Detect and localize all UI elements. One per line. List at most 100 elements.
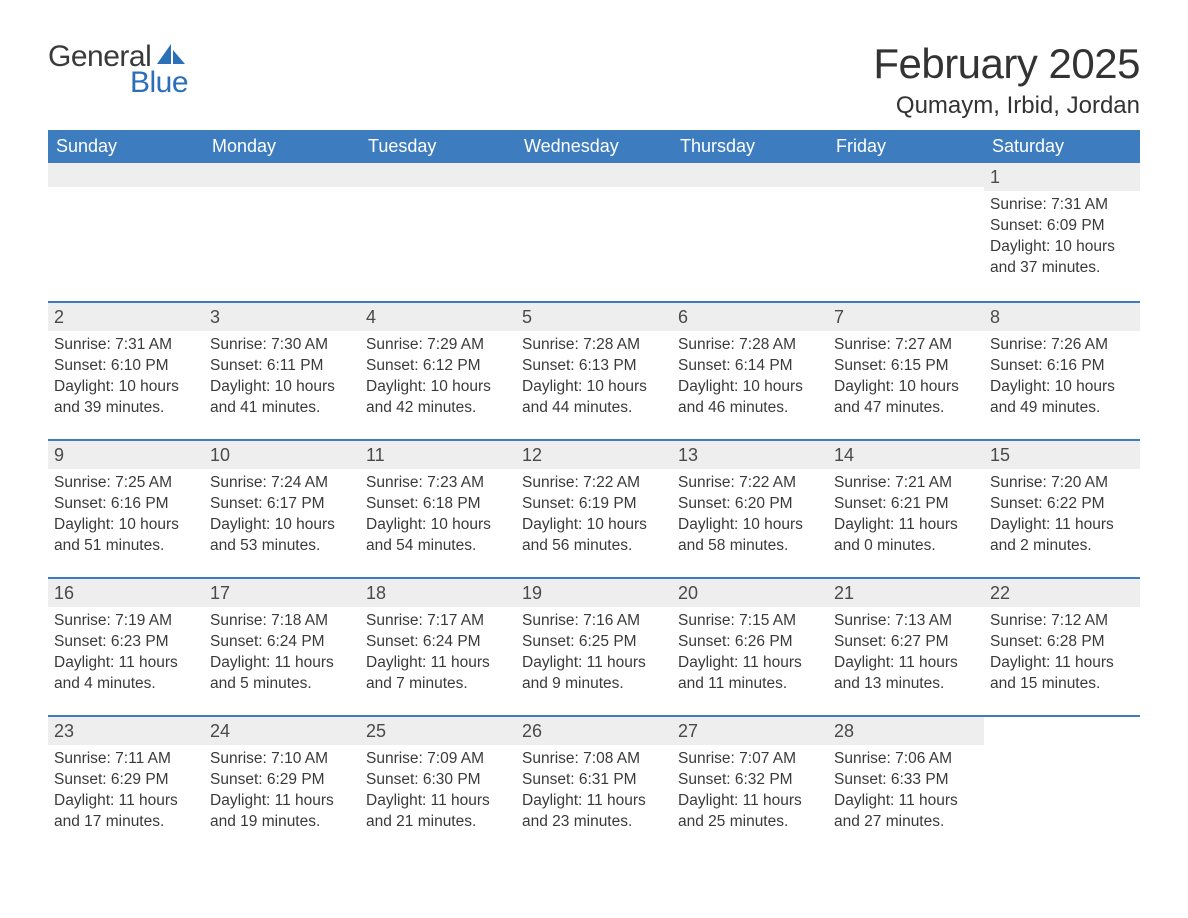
sunset-text: Sunset: 6:33 PM bbox=[834, 770, 978, 791]
sunrise-text: Sunrise: 7:27 AM bbox=[834, 335, 978, 356]
brand-name-part2: Blue bbox=[130, 66, 188, 100]
location-text: Qumaym, Irbid, Jordan bbox=[873, 92, 1140, 120]
daylight2-text: and 41 minutes. bbox=[210, 398, 354, 419]
calendar-day: 27Sunrise: 7:07 AMSunset: 6:32 PMDayligh… bbox=[672, 717, 828, 853]
calendar-day-empty bbox=[516, 163, 672, 301]
day-number: 4 bbox=[360, 303, 516, 331]
daylight2-text: and 56 minutes. bbox=[522, 536, 666, 557]
sunset-text: Sunset: 6:09 PM bbox=[990, 216, 1134, 237]
sunrise-text: Sunrise: 7:08 AM bbox=[522, 749, 666, 770]
day-number: 18 bbox=[360, 579, 516, 607]
daylight2-text: and 2 minutes. bbox=[990, 536, 1134, 557]
daylight1-text: Daylight: 10 hours bbox=[210, 377, 354, 398]
calendar-day: 19Sunrise: 7:16 AMSunset: 6:25 PMDayligh… bbox=[516, 579, 672, 715]
day-number: 8 bbox=[984, 303, 1140, 331]
sunrise-text: Sunrise: 7:06 AM bbox=[834, 749, 978, 770]
sunset-text: Sunset: 6:16 PM bbox=[990, 356, 1134, 377]
daylight1-text: Daylight: 11 hours bbox=[54, 653, 198, 674]
day-number bbox=[48, 163, 204, 187]
calendar-day: 21Sunrise: 7:13 AMSunset: 6:27 PMDayligh… bbox=[828, 579, 984, 715]
daylight1-text: Daylight: 11 hours bbox=[834, 653, 978, 674]
sunset-text: Sunset: 6:14 PM bbox=[678, 356, 822, 377]
daylight2-text: and 17 minutes. bbox=[54, 812, 198, 833]
calendar-day: 13 Sunrise: 7:22 AMSunset: 6:20 PMDayligh… bbox=[672, 441, 828, 577]
calendar-day-empty bbox=[828, 163, 984, 301]
sunset-text: Sunset: 6:26 PM bbox=[678, 632, 822, 653]
dow-cell: Tuesday bbox=[360, 130, 516, 163]
sunset-text: Sunset: 6:10 PM bbox=[54, 356, 198, 377]
sunrise-text: Sunrise: 7:22 AM bbox=[522, 473, 666, 494]
sunset-text: Sunset: 6:13 PM bbox=[522, 356, 666, 377]
calendar-grid: SundayMondayTuesdayWednesdayThursdayFrid… bbox=[48, 130, 1140, 853]
calendar-day: 25Sunrise: 7:09 AMSunset: 6:30 PMDayligh… bbox=[360, 717, 516, 853]
dow-cell: Saturday bbox=[984, 130, 1140, 163]
day-number: 7 bbox=[828, 303, 984, 331]
calendar-day-empty bbox=[204, 163, 360, 301]
daylight1-text: Daylight: 10 hours bbox=[678, 515, 822, 536]
daylight1-text: Daylight: 10 hours bbox=[54, 515, 198, 536]
daylight1-text: Daylight: 10 hours bbox=[990, 237, 1134, 258]
calendar-day: 4Sunrise: 7:29 AMSunset: 6:12 PMDaylight… bbox=[360, 303, 516, 439]
day-number: 11 bbox=[360, 441, 516, 469]
daylight1-text: Daylight: 11 hours bbox=[54, 791, 198, 812]
daylight2-text: and 7 minutes. bbox=[366, 674, 510, 695]
daylight1-text: Daylight: 10 hours bbox=[678, 377, 822, 398]
day-number: 14 bbox=[828, 441, 984, 469]
sunrise-text: Sunrise: 7:21 AM bbox=[834, 473, 978, 494]
sunrise-text: Sunrise: 7:15 AM bbox=[678, 611, 822, 632]
day-number: 25 bbox=[360, 717, 516, 745]
daylight1-text: Daylight: 10 hours bbox=[834, 377, 978, 398]
daylight2-text: and 42 minutes. bbox=[366, 398, 510, 419]
daylight1-text: Daylight: 10 hours bbox=[522, 377, 666, 398]
day-number: 1 bbox=[984, 163, 1140, 191]
sunrise-text: Sunrise: 7:22 AM bbox=[678, 473, 822, 494]
daylight1-text: Daylight: 11 hours bbox=[210, 791, 354, 812]
day-number: 27 bbox=[672, 717, 828, 745]
sunrise-text: Sunrise: 7:31 AM bbox=[990, 195, 1134, 216]
calendar-week: 1 Sunrise: 7:31 AMSunset: 6:09 PMDaylight… bbox=[48, 163, 1140, 301]
day-number: 10 bbox=[204, 441, 360, 469]
day-number: 16 bbox=[48, 579, 204, 607]
daylight2-text: and 15 minutes. bbox=[990, 674, 1134, 695]
brand-logo: General Blue bbox=[48, 40, 188, 100]
calendar-day: 14Sunrise: 7:21 AMSunset: 6:21 PMDayligh… bbox=[828, 441, 984, 577]
day-number: 28 bbox=[828, 717, 984, 745]
daylight2-text: and 19 minutes. bbox=[210, 812, 354, 833]
calendar-week: 2Sunrise: 7:31 AMSunset: 6:10 PMDaylight… bbox=[48, 301, 1140, 439]
daylight2-text: and 21 minutes. bbox=[366, 812, 510, 833]
sunset-text: Sunset: 6:20 PM bbox=[678, 494, 822, 515]
daylight2-text: and 37 minutes. bbox=[990, 258, 1134, 279]
calendar-week: 9Sunrise: 7:25 AMSunset: 6:16 PMDaylight… bbox=[48, 439, 1140, 577]
day-number: 20 bbox=[672, 579, 828, 607]
day-number bbox=[360, 163, 516, 187]
calendar-day: 6Sunrise: 7:28 AMSunset: 6:14 PMDaylight… bbox=[672, 303, 828, 439]
sunset-text: Sunset: 6:16 PM bbox=[54, 494, 198, 515]
daylight1-text: Daylight: 10 hours bbox=[366, 515, 510, 536]
calendar-day: 12Sunrise: 7:22 AMSunset: 6:19 PMDayligh… bbox=[516, 441, 672, 577]
day-number: 13 bbox=[672, 441, 828, 469]
daylight1-text: Daylight: 11 hours bbox=[990, 653, 1134, 674]
sunrise-text: Sunrise: 7:30 AM bbox=[210, 335, 354, 356]
sunrise-text: Sunrise: 7:20 AM bbox=[990, 473, 1134, 494]
daylight1-text: Daylight: 11 hours bbox=[834, 791, 978, 812]
day-number: 15 bbox=[984, 441, 1140, 469]
daylight1-text: Daylight: 10 hours bbox=[366, 377, 510, 398]
sunset-text: Sunset: 6:22 PM bbox=[990, 494, 1134, 515]
calendar-day: 22Sunrise: 7:12 AMSunset: 6:28 PMDayligh… bbox=[984, 579, 1140, 715]
sunrise-text: Sunrise: 7:26 AM bbox=[990, 335, 1134, 356]
calendar-day: 24Sunrise: 7:10 AMSunset: 6:29 PMDayligh… bbox=[204, 717, 360, 853]
sunset-text: Sunset: 6:25 PM bbox=[522, 632, 666, 653]
calendar-day: 17Sunrise: 7:18 AMSunset: 6:24 PMDayligh… bbox=[204, 579, 360, 715]
dow-cell: Monday bbox=[204, 130, 360, 163]
sunrise-text: Sunrise: 7:25 AM bbox=[54, 473, 198, 494]
day-number: 22 bbox=[984, 579, 1140, 607]
daylight2-text: and 23 minutes. bbox=[522, 812, 666, 833]
daylight1-text: Daylight: 11 hours bbox=[834, 515, 978, 536]
calendar-day: 18Sunrise: 7:17 AMSunset: 6:24 PMDayligh… bbox=[360, 579, 516, 715]
title-block: February 2025 Qumaym, Irbid, Jordan bbox=[873, 40, 1140, 120]
sunrise-text: Sunrise: 7:31 AM bbox=[54, 335, 198, 356]
day-number bbox=[516, 163, 672, 187]
daylight2-text: and 54 minutes. bbox=[366, 536, 510, 557]
calendar-day: 15Sunrise: 7:20 AMSunset: 6:22 PMDayligh… bbox=[984, 441, 1140, 577]
daylight1-text: Daylight: 11 hours bbox=[366, 653, 510, 674]
